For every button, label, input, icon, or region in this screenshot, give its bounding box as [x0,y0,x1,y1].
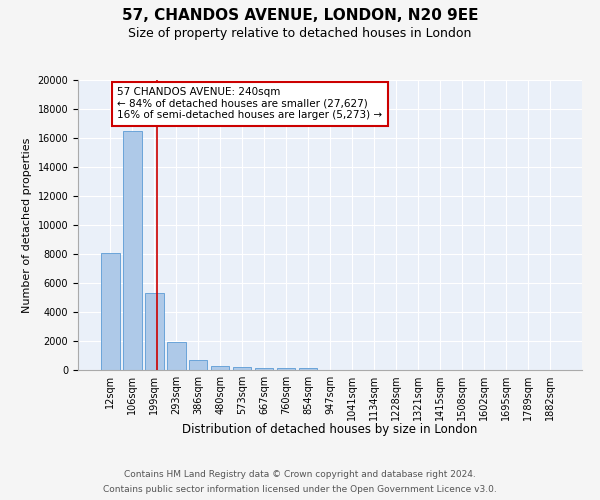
Bar [145,293,164,370]
Text: Contains public sector information licensed under the Open Government Licence v3: Contains public sector information licen… [103,485,497,494]
Text: 57 CHANDOS AVENUE: 240sqm
← 84% of detached houses are smaller (27,627)
16% of s: 57 CHANDOS AVENUE: 240sqm ← 84% of detac… [117,87,382,120]
Text: Size of property relative to detached houses in London: Size of property relative to detached ho… [128,28,472,40]
Bar [211,366,229,370]
Bar [255,368,274,370]
Text: 57, CHANDOS AVENUE, LONDON, N20 9EE: 57, CHANDOS AVENUE, LONDON, N20 9EE [122,8,478,22]
Bar [299,368,317,370]
Bar [189,360,208,370]
Bar [123,130,142,370]
Y-axis label: Number of detached properties: Number of detached properties [22,138,32,312]
Text: Contains HM Land Registry data © Crown copyright and database right 2024.: Contains HM Land Registry data © Crown c… [124,470,476,479]
Text: Distribution of detached houses by size in London: Distribution of detached houses by size … [182,422,478,436]
Bar [233,367,251,370]
Bar [277,368,295,370]
Bar [101,252,119,370]
Bar [167,342,185,370]
